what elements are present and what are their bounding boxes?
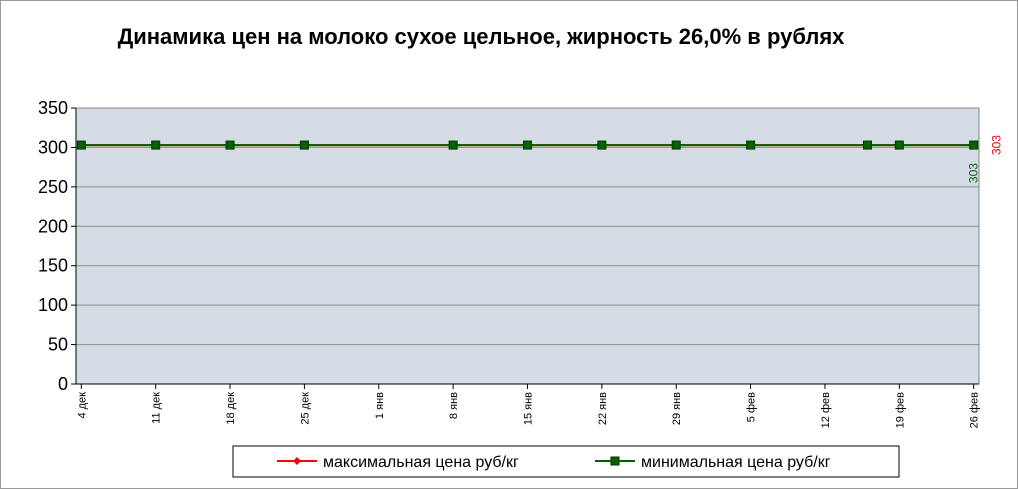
x-tick-label: 4 дек — [76, 392, 88, 419]
marker — [299, 140, 309, 150]
legend-label: максимальная цена руб/кг — [323, 454, 519, 471]
x-tick-label: 15 янв — [523, 392, 535, 425]
y-tick-label: 200 — [38, 216, 68, 236]
chart-title: Динамика цен на молоко сухое цельное, жи… — [117, 24, 845, 49]
plot-area — [75, 107, 980, 385]
x-tick-label: 22 янв — [597, 392, 609, 425]
marker — [597, 140, 607, 150]
y-tick-label: 300 — [38, 137, 68, 157]
x-tick-label: 25 дек — [299, 392, 311, 425]
legend-label: минимальная цена руб/кг — [641, 454, 831, 471]
marker — [969, 140, 979, 150]
marker — [225, 140, 235, 150]
y-tick-label: 150 — [38, 256, 68, 276]
x-tick-label: 19 фев — [894, 392, 906, 428]
y-tick-label: 0 — [58, 374, 68, 394]
marker — [894, 140, 904, 150]
data-label: 303 — [967, 163, 981, 183]
y-tick-label: 100 — [38, 295, 68, 315]
marker — [448, 140, 458, 150]
marker — [671, 140, 681, 150]
x-tick-label: 1 янв — [374, 392, 386, 419]
y-tick-label: 350 — [38, 98, 68, 118]
x-tick-label: 5 фев — [746, 392, 758, 422]
legend-marker — [293, 457, 301, 465]
x-tick-label: 11 дек — [151, 392, 163, 424]
marker — [76, 140, 86, 150]
legend-box — [232, 445, 900, 478]
x-tick-label: 29 янв — [671, 392, 683, 425]
marker — [746, 140, 756, 150]
legend-marker — [610, 456, 620, 466]
marker — [523, 140, 532, 150]
x-tick-label: 12 фев — [820, 392, 832, 428]
y-tick-label: 50 — [48, 335, 68, 355]
data-label: 303 — [990, 135, 1004, 155]
y-tick-label: 250 — [38, 177, 68, 197]
x-tick-label: 18 дек — [225, 392, 237, 425]
x-tick-label: 26 фев — [969, 392, 981, 428]
x-tick-label: 8 янв — [448, 392, 460, 419]
marker — [862, 140, 872, 150]
marker — [151, 140, 161, 150]
